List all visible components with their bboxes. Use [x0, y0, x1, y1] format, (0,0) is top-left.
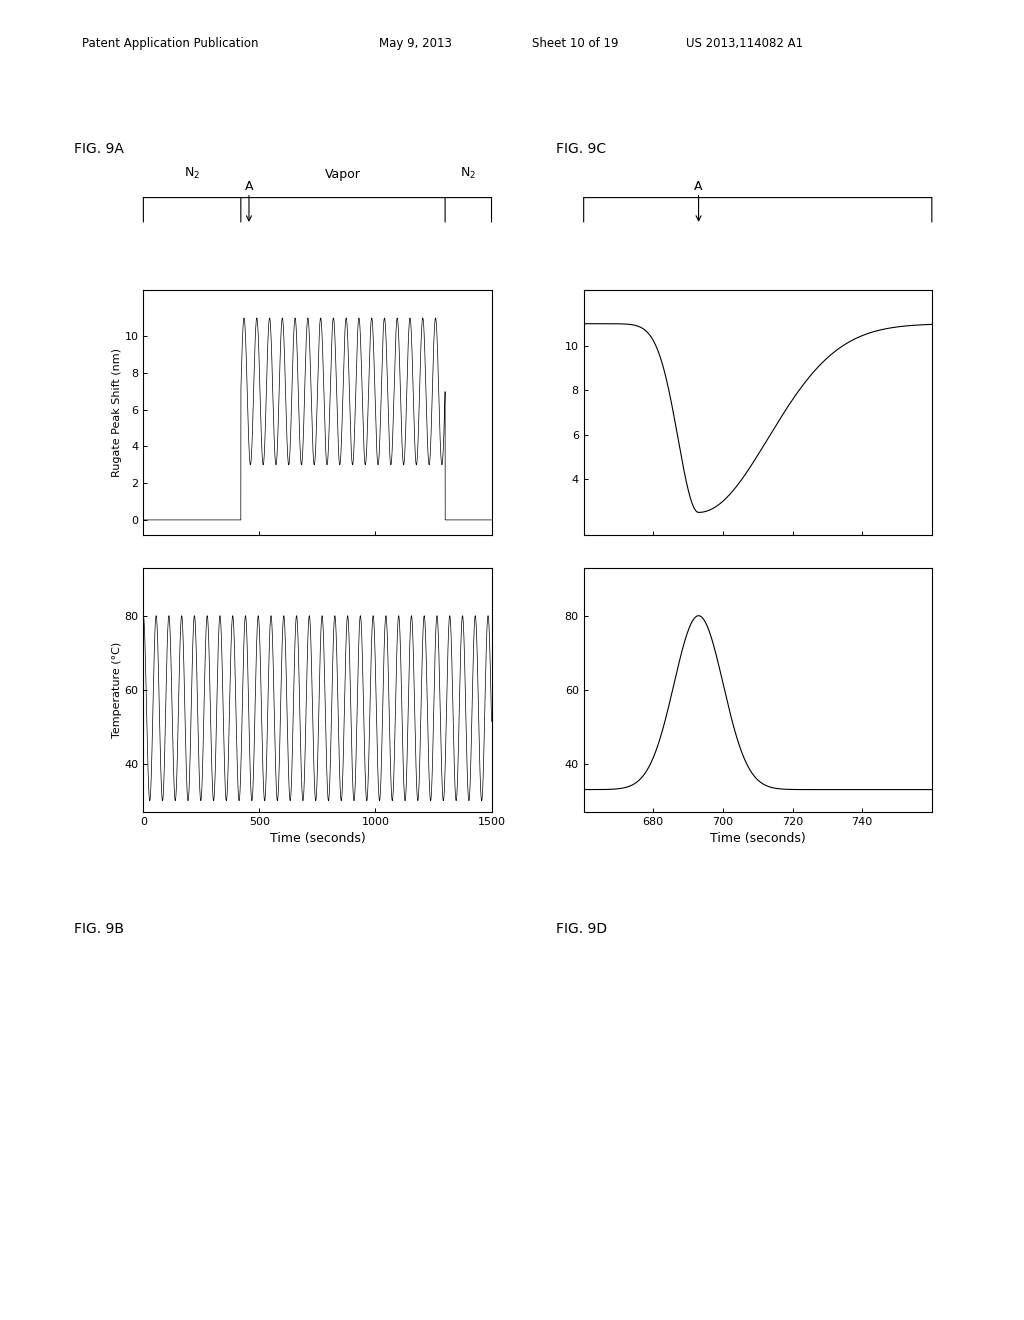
- Text: FIG. 9C: FIG. 9C: [556, 143, 606, 156]
- Text: Patent Application Publication: Patent Application Publication: [82, 37, 258, 50]
- Y-axis label: Temperature (°C): Temperature (°C): [112, 642, 122, 738]
- Text: FIG. 9D: FIG. 9D: [556, 921, 607, 936]
- Text: FIG. 9A: FIG. 9A: [74, 143, 124, 156]
- Text: N$_2$: N$_2$: [460, 165, 476, 181]
- Text: FIG. 9B: FIG. 9B: [74, 921, 124, 936]
- X-axis label: Time (seconds): Time (seconds): [269, 832, 366, 845]
- Text: A: A: [245, 180, 253, 220]
- Text: N$_2$: N$_2$: [184, 165, 200, 181]
- Text: Sheet 10 of 19: Sheet 10 of 19: [532, 37, 618, 50]
- Text: A: A: [694, 180, 702, 220]
- X-axis label: Time (seconds): Time (seconds): [710, 832, 806, 845]
- Y-axis label: Rugate Peak Shift (nm): Rugate Peak Shift (nm): [112, 348, 122, 477]
- Text: Vapor: Vapor: [325, 168, 360, 181]
- Text: May 9, 2013: May 9, 2013: [379, 37, 452, 50]
- Text: US 2013,114082 A1: US 2013,114082 A1: [686, 37, 803, 50]
